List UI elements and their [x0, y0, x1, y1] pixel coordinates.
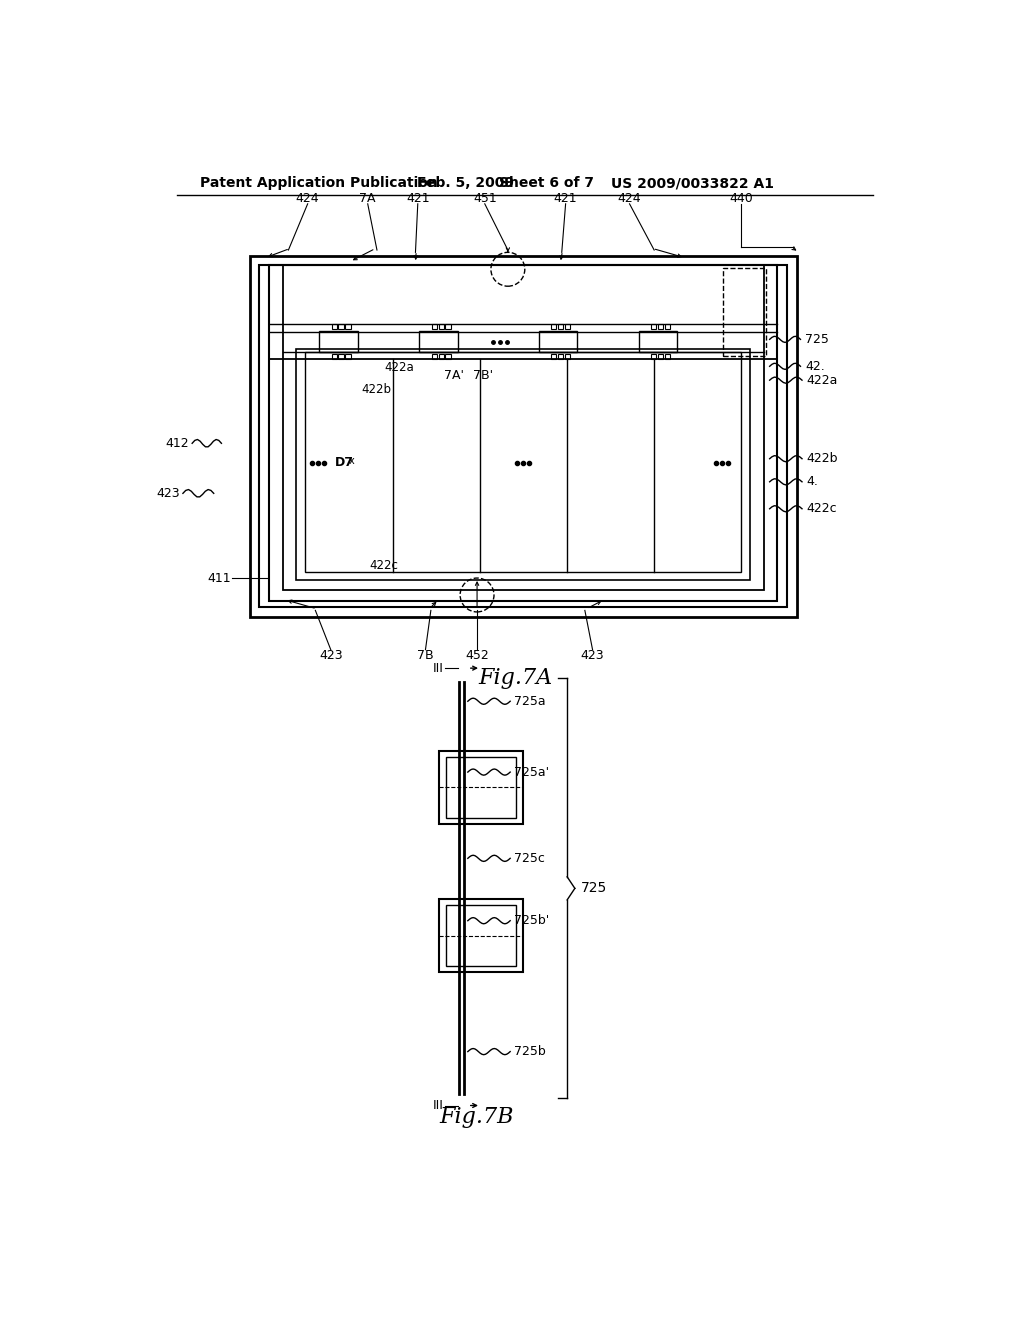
- Text: 422c: 422c: [370, 560, 398, 573]
- Bar: [651, 323, 656, 330]
- Bar: [319, 331, 357, 352]
- Text: 725b: 725b: [514, 1045, 546, 1059]
- Text: 440: 440: [729, 191, 753, 205]
- Text: 423: 423: [157, 487, 180, 500]
- Bar: [724, 268, 766, 356]
- Text: 7A': 7A': [444, 370, 464, 381]
- Bar: [446, 756, 515, 817]
- Text: Fig.7A: Fig.7A: [478, 667, 553, 689]
- Text: III: III: [433, 661, 444, 675]
- Bar: [665, 354, 671, 359]
- Bar: [665, 323, 671, 330]
- Bar: [445, 323, 451, 330]
- Text: 725c: 725c: [514, 851, 545, 865]
- Text: 725b': 725b': [514, 915, 549, 927]
- Text: 725a': 725a': [514, 766, 549, 779]
- Text: US 2009/0033822 A1: US 2009/0033822 A1: [611, 176, 774, 190]
- Text: 4.: 4.: [807, 475, 818, 488]
- Bar: [445, 354, 451, 359]
- Text: 422b: 422b: [361, 383, 391, 396]
- Bar: [438, 899, 523, 973]
- Text: 725: 725: [581, 882, 607, 895]
- Text: D7: D7: [335, 455, 353, 469]
- Bar: [539, 331, 578, 352]
- Text: 424: 424: [296, 191, 319, 205]
- Bar: [651, 354, 656, 359]
- Bar: [339, 323, 344, 330]
- Bar: [551, 354, 556, 359]
- Bar: [305, 352, 741, 572]
- Text: 422a: 422a: [807, 374, 838, 387]
- Text: 422a: 422a: [385, 362, 415, 375]
- Bar: [432, 354, 437, 359]
- Text: Feb. 5, 2009: Feb. 5, 2009: [417, 176, 514, 190]
- Bar: [558, 354, 563, 359]
- Bar: [438, 354, 444, 359]
- Bar: [558, 323, 563, 330]
- Bar: [345, 354, 351, 359]
- Text: 411: 411: [207, 572, 230, 585]
- Bar: [419, 331, 458, 352]
- Text: 452: 452: [465, 648, 488, 661]
- Bar: [446, 906, 515, 966]
- Bar: [269, 265, 777, 601]
- Text: 422c: 422c: [807, 502, 838, 515]
- Bar: [438, 323, 444, 330]
- Text: x: x: [348, 455, 354, 466]
- Bar: [565, 323, 570, 330]
- Text: 7B: 7B: [417, 648, 434, 661]
- Text: 423: 423: [318, 648, 343, 661]
- Bar: [296, 348, 751, 579]
- Bar: [259, 265, 787, 607]
- Bar: [551, 323, 556, 330]
- Text: 451: 451: [473, 191, 497, 205]
- Bar: [250, 256, 797, 616]
- Text: 423: 423: [581, 648, 604, 661]
- Text: III: III: [433, 1100, 444, 1111]
- Text: 42.: 42.: [805, 360, 824, 372]
- Text: Sheet 6 of 7: Sheet 6 of 7: [500, 176, 594, 190]
- Bar: [332, 354, 337, 359]
- Text: Patent Application Publication: Patent Application Publication: [200, 176, 437, 190]
- Bar: [339, 354, 344, 359]
- Bar: [283, 265, 764, 590]
- Text: 424: 424: [617, 191, 641, 205]
- Text: 725: 725: [805, 333, 829, 346]
- Text: 725a: 725a: [514, 694, 546, 708]
- Text: 421: 421: [406, 191, 430, 205]
- Bar: [432, 323, 437, 330]
- Text: 421: 421: [554, 191, 578, 205]
- Bar: [639, 331, 677, 352]
- Text: 7B': 7B': [473, 370, 494, 381]
- Text: 422b: 422b: [807, 453, 838, 465]
- Bar: [565, 354, 570, 359]
- Bar: [345, 323, 351, 330]
- Text: 7A: 7A: [359, 191, 376, 205]
- Text: Fig.7B: Fig.7B: [440, 1106, 514, 1129]
- Text: 412: 412: [166, 437, 189, 450]
- Bar: [438, 751, 523, 824]
- Bar: [658, 323, 664, 330]
- Bar: [332, 323, 337, 330]
- Bar: [658, 354, 664, 359]
